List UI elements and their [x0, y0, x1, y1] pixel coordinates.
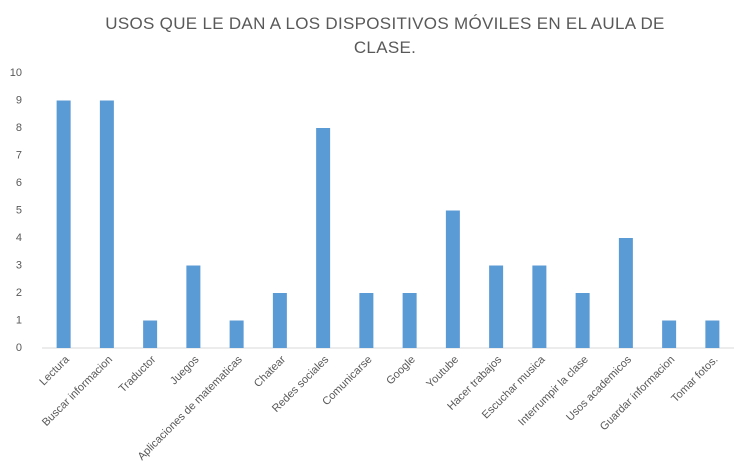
x-tick-label: Lectura	[37, 353, 72, 388]
y-tick-label: 7	[16, 149, 22, 161]
y-tick-label: 2	[16, 287, 22, 299]
x-tick-label: Chatear	[252, 353, 288, 389]
x-tick-label: Juegos	[168, 353, 202, 387]
y-tick-label: 10	[10, 67, 22, 79]
y-tick-label: 0	[16, 342, 22, 354]
bar	[662, 320, 677, 348]
bar	[618, 238, 633, 348]
x-tick-label: Tomar fotos.	[669, 354, 720, 405]
y-tick-label: 8	[16, 122, 22, 134]
bar	[489, 265, 504, 348]
bar	[705, 320, 720, 348]
x-tick-label: Google	[384, 354, 418, 388]
y-tick-label: 3	[16, 259, 22, 271]
bar	[575, 293, 590, 348]
x-tick-label: Guardar informacion	[598, 354, 677, 433]
bar	[445, 210, 460, 348]
y-tick-label: 9	[16, 94, 22, 106]
bar	[56, 100, 71, 348]
x-tick-label: Traductor	[117, 353, 159, 395]
bar	[316, 128, 331, 348]
bar	[186, 265, 201, 348]
chart-title: USOS QUE LE DAN A LOS DISPOSITIVOS MÓVIL…	[105, 14, 665, 57]
bar	[272, 293, 287, 348]
x-tick-label: Youtube	[424, 354, 461, 391]
y-tick-label: 5	[16, 204, 22, 216]
bar	[143, 320, 158, 348]
bar	[402, 293, 417, 348]
y-tick-label: 6	[16, 177, 22, 189]
bar	[359, 293, 374, 348]
bar	[229, 320, 244, 348]
y-tick-label: 4	[16, 232, 22, 244]
y-tick-label: 1	[16, 314, 22, 326]
bar	[532, 265, 547, 348]
bar	[99, 100, 114, 348]
